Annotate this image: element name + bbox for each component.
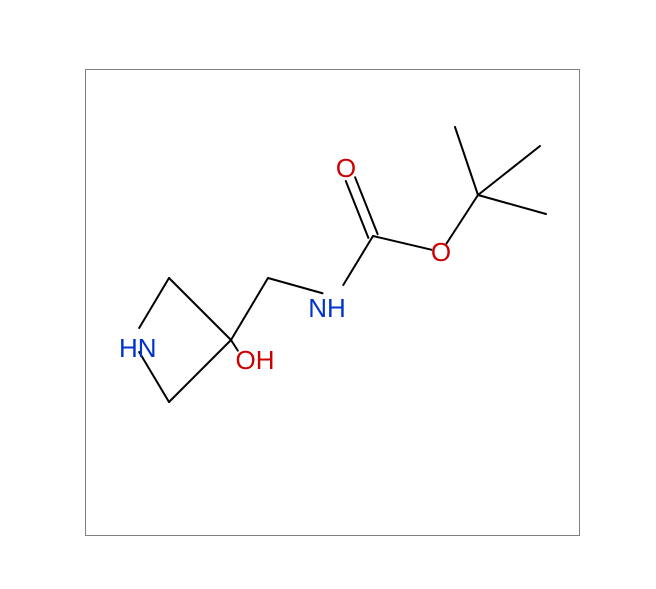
atom-label-nh: NH <box>308 295 346 321</box>
atom-label-o-double: O <box>336 155 356 181</box>
atom-label-o-ester: O <box>431 239 451 265</box>
atom-label-hn: HN <box>119 335 157 361</box>
diagram-canvas: HN OH NH O O <box>0 0 656 589</box>
atom-label-oh: OH <box>236 347 275 373</box>
